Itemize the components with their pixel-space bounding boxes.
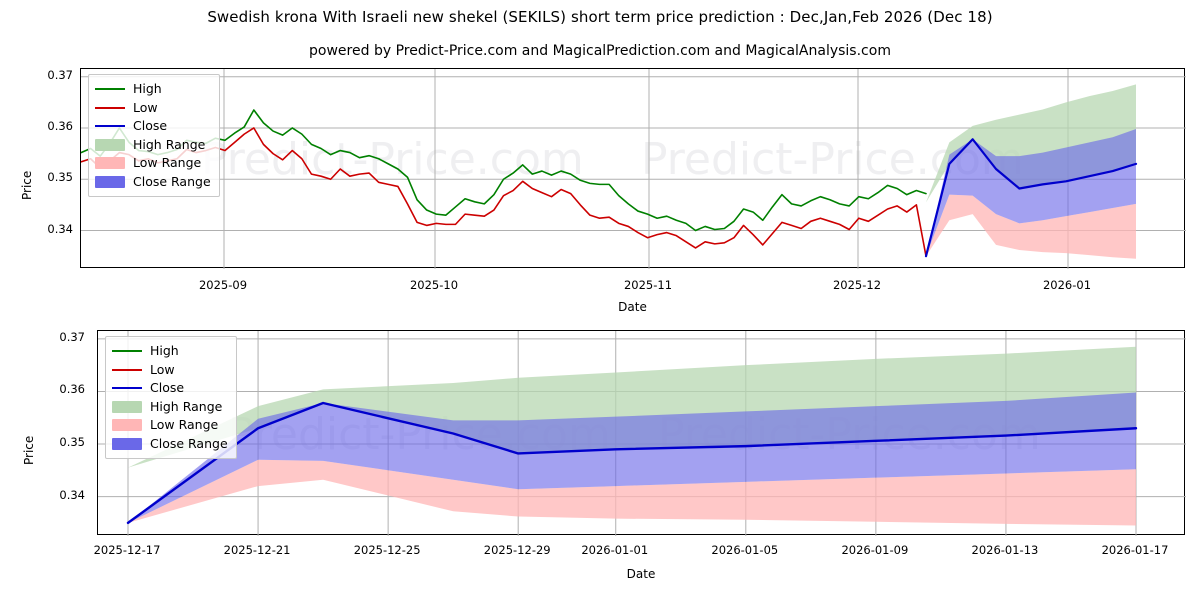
x-axis-tick-label: 2025-12-17 bbox=[93, 543, 161, 557]
legend-patch-swatch-icon bbox=[95, 175, 125, 188]
legend-item-label: Close Range bbox=[150, 435, 228, 451]
bottom-chart-x-axis-label: Date bbox=[626, 567, 656, 581]
top-chart-x-axis-label: Date bbox=[618, 300, 647, 314]
top-chart-plot-area: Predict-Price.com Predict-Price.com bbox=[80, 68, 1186, 269]
legend-patch-swatch-icon bbox=[112, 400, 142, 413]
legend-item-low: Low bbox=[112, 361, 228, 380]
legend-item-label: Close Range bbox=[133, 173, 211, 189]
legend-patch-swatch-icon bbox=[95, 138, 125, 151]
x-axis-tick-label: 2026-01-05 bbox=[711, 543, 779, 557]
x-axis-tick-label: 2025-09 bbox=[198, 278, 248, 292]
legend-item-label: Low Range bbox=[133, 155, 202, 170]
y-axis-tick-label: 0.36 bbox=[47, 118, 73, 133]
close-range-band bbox=[926, 129, 1136, 257]
close-range-band bbox=[128, 392, 1136, 523]
close-line bbox=[126, 401, 1138, 525]
legend-item-label: High Range bbox=[150, 398, 223, 414]
legend-line-swatch-icon bbox=[112, 345, 142, 357]
x-axis-tick-label: 2025-10 bbox=[409, 278, 459, 292]
y-axis-tick-label: 0.37 bbox=[47, 67, 73, 82]
legend-item-close: Close bbox=[95, 117, 211, 136]
y-axis-tick-label: 0.35 bbox=[59, 435, 85, 449]
legend-patch-swatch-icon bbox=[112, 437, 142, 450]
legend-item-label: High Range bbox=[133, 136, 206, 152]
x-axis-tick-label: 2025-12-25 bbox=[353, 543, 421, 557]
legend-item-label: Low Range bbox=[150, 417, 219, 432]
legend-line-swatch-icon bbox=[112, 364, 142, 376]
legend-patch-swatch-icon bbox=[95, 157, 125, 170]
legend-item-close-range: Close Range bbox=[112, 435, 228, 454]
y-axis-tick-label: 0.36 bbox=[59, 382, 85, 397]
legend-item-label: Low bbox=[150, 361, 175, 377]
legend-item-low-range: Low Range bbox=[95, 154, 211, 173]
legend-item-low: Low bbox=[95, 99, 211, 118]
legend-line-swatch-icon bbox=[95, 102, 125, 114]
x-axis-tick-label: 2026-01 bbox=[1042, 278, 1092, 292]
page-title: Swedish krona With Israeli new shekel (S… bbox=[207, 8, 993, 26]
y-axis-tick-label: 0.35 bbox=[47, 170, 73, 185]
legend-patch-swatch-icon bbox=[112, 419, 142, 432]
x-axis-tick-label: 2025-11 bbox=[623, 278, 673, 292]
legend-line-swatch-icon bbox=[112, 382, 142, 394]
legend-item-label: High bbox=[133, 81, 162, 96]
legend-item-label: High bbox=[150, 343, 179, 358]
x-axis-tick-label: 2026-01-13 bbox=[971, 543, 1039, 557]
close-line bbox=[924, 138, 1138, 258]
low-line bbox=[81, 127, 927, 257]
legend-item-close-range: Close Range bbox=[95, 173, 211, 192]
legend-line-swatch-icon bbox=[95, 120, 125, 132]
y-axis-tick-label: 0.34 bbox=[59, 487, 85, 502]
legend-item-label: Close bbox=[133, 118, 168, 133]
watermark-text: Predict-Price.com bbox=[201, 134, 584, 185]
bottom-chart-legend: High Low Close High Range Low Range Close Ran… bbox=[105, 336, 237, 459]
x-axis-tick-label: 2026-01-01 bbox=[581, 543, 649, 557]
low-range-band bbox=[128, 459, 1136, 526]
legend-item-label: Close bbox=[150, 380, 185, 395]
y-axis-tick-label: 0.34 bbox=[47, 221, 73, 236]
legend-line-swatch-icon bbox=[95, 83, 125, 95]
top-chart-legend: High Low Close High Range Low Range Close Ran… bbox=[88, 74, 220, 197]
high-line bbox=[81, 109, 927, 232]
legend-item-high-range: High Range bbox=[112, 398, 228, 417]
x-axis-tick-label: 2025-12-21 bbox=[223, 543, 291, 557]
legend-item-close: Close bbox=[112, 379, 228, 398]
legend-item-high-range: High Range bbox=[95, 136, 211, 155]
y-axis-tick-label: 0.37 bbox=[59, 329, 85, 344]
low-range-band bbox=[926, 194, 1136, 259]
x-axis-tick-label: 2025-12-29 bbox=[483, 543, 551, 557]
page-subtitle: powered by Predict-Price.com and Magical… bbox=[309, 43, 891, 59]
legend-item-low-range: Low Range bbox=[112, 416, 228, 435]
x-axis-tick-label: 2026-01-17 bbox=[1101, 543, 1169, 557]
legend-item-label: Low bbox=[133, 99, 158, 115]
x-axis-tick-label: 2026-01-09 bbox=[841, 543, 909, 557]
legend-item-high: High bbox=[95, 80, 211, 99]
legend-item-high: High bbox=[112, 342, 228, 361]
x-axis-tick-label: 2025-12 bbox=[832, 278, 882, 292]
